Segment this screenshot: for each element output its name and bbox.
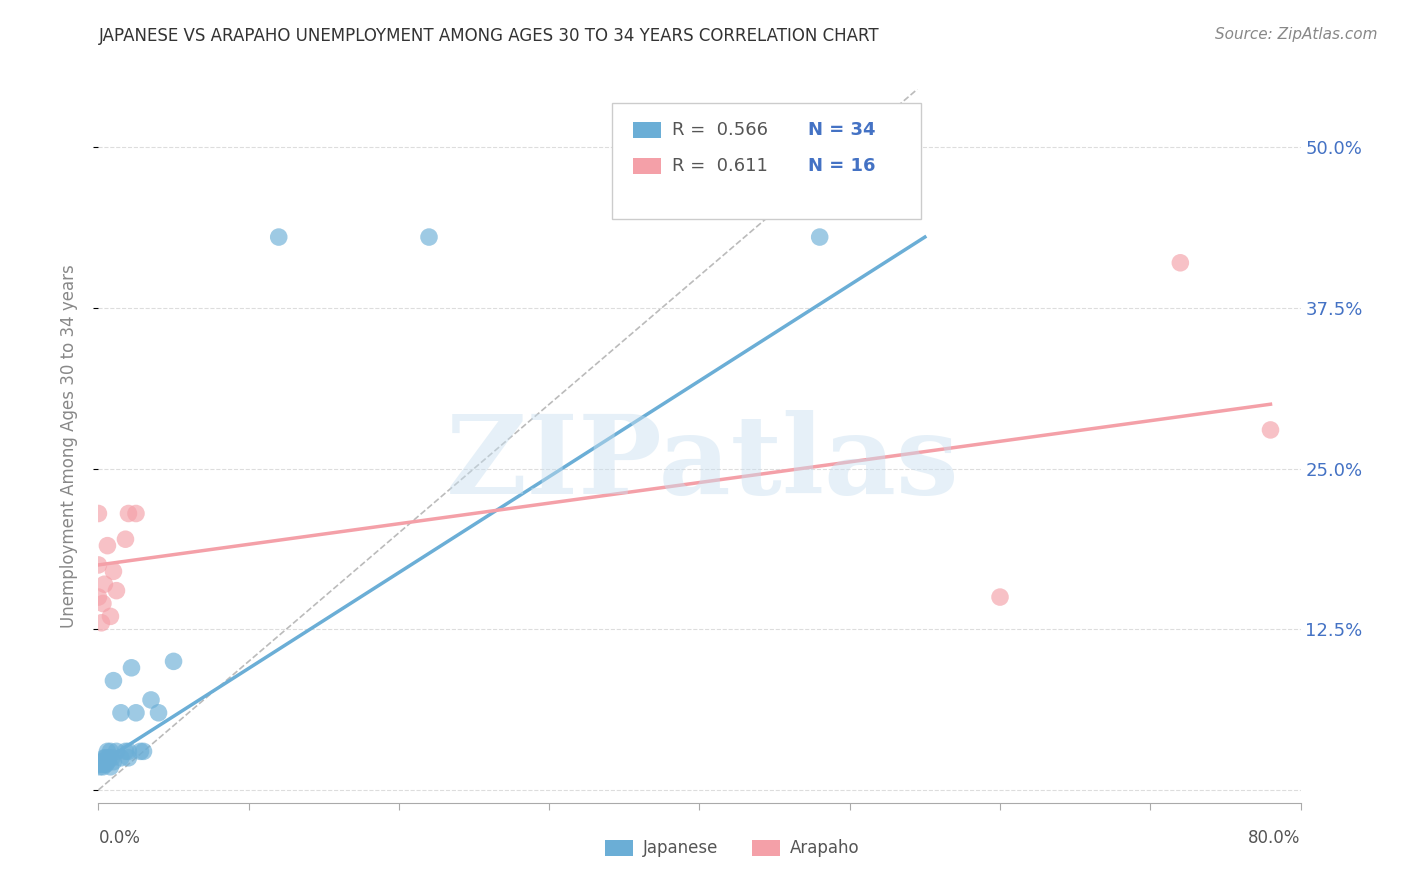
Point [96,539,118,553]
Point [91,755,114,769]
Point [114,744,136,758]
Point [90,755,112,769]
Point [100,609,122,624]
Point [89,760,111,774]
Point [87,757,110,772]
Point [132,744,155,758]
Point [117,751,139,765]
Point [97,751,120,765]
Point [105,583,128,598]
Text: N = 34: N = 34 [808,121,876,139]
Text: R =  0.611: R = 0.611 [672,157,768,175]
Point [162,654,184,668]
Point [94,757,117,772]
Point [93,757,115,772]
Point [114,533,136,547]
Point [94,751,117,765]
Point [808,230,831,244]
Point [418,230,440,244]
Text: ZIPatlas: ZIPatlas [446,410,960,517]
Text: R =  0.566: R = 0.566 [672,121,768,139]
Text: Source: ZipAtlas.com: Source: ZipAtlas.com [1215,27,1378,42]
Point [91,760,114,774]
Y-axis label: Unemployment Among Ages 30 to 34 years: Unemployment Among Ages 30 to 34 years [59,264,77,628]
Point [87,558,110,572]
Point [101,751,124,765]
Point [129,744,152,758]
Point [139,693,162,707]
Point [96,744,118,758]
Point [117,507,139,521]
Text: Arapaho: Arapaho [790,839,860,857]
Text: 0.0%: 0.0% [98,830,141,847]
Point [100,760,122,774]
Point [1260,423,1282,437]
Point [988,590,1011,604]
Point [93,577,115,591]
Point [96,755,118,769]
Point [87,507,110,521]
Text: Japanese: Japanese [643,839,718,857]
Point [125,507,148,521]
Text: JAPANESE VS ARAPAHO UNEMPLOYMENT AMONG AGES 30 TO 34 YEARS CORRELATION CHART: JAPANESE VS ARAPAHO UNEMPLOYMENT AMONG A… [98,27,879,45]
Point [121,661,143,675]
Point [267,230,290,244]
Point [93,751,115,765]
Point [100,744,122,758]
Point [103,755,125,769]
Point [90,615,112,630]
Point [90,757,112,772]
Point [103,673,125,688]
Point [1170,256,1192,270]
Point [105,744,128,758]
Point [117,744,139,758]
Point [125,706,148,720]
Point [148,706,170,720]
Point [110,706,132,720]
Point [87,590,110,604]
Point [91,597,114,611]
Text: 80.0%: 80.0% [1249,830,1301,847]
Point [103,565,125,579]
Point [110,751,132,765]
Text: N = 16: N = 16 [808,157,876,175]
